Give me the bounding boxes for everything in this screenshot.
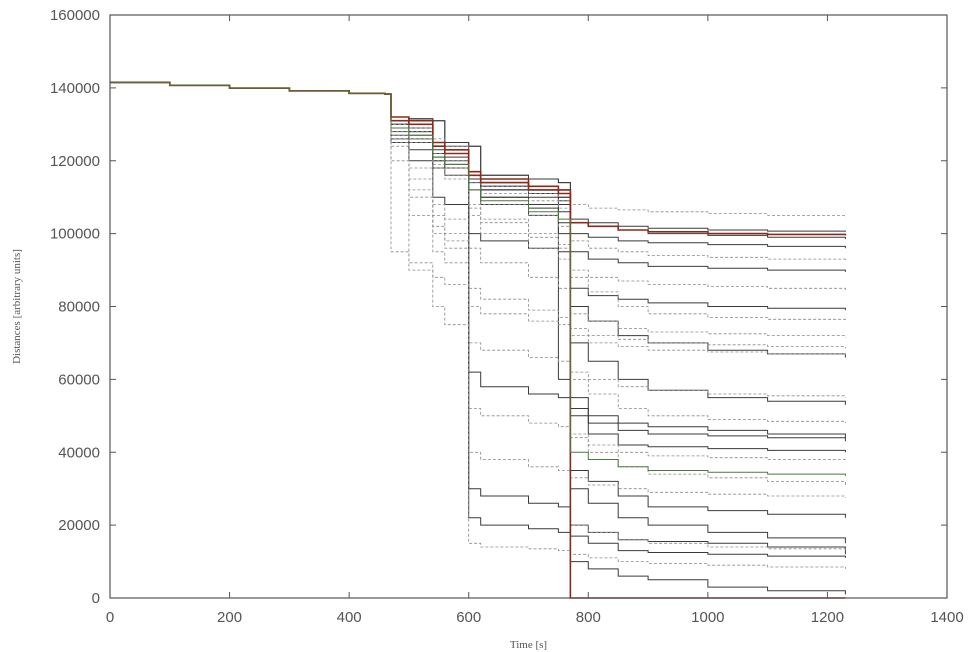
series-line-27 bbox=[110, 82, 846, 551]
x-tick-label: 0 bbox=[106, 609, 114, 626]
x-tick-label: 400 bbox=[337, 609, 362, 626]
y-tick-label: 60000 bbox=[58, 371, 100, 388]
series-line-3 bbox=[110, 81, 846, 453]
series-line-1 bbox=[110, 81, 846, 232]
x-tick-label: 200 bbox=[217, 609, 242, 626]
series-line-6 bbox=[110, 81, 846, 358]
series-line-12 bbox=[110, 81, 846, 442]
series-line-26 bbox=[110, 82, 846, 569]
series-line-19 bbox=[110, 82, 846, 218]
series-line-13 bbox=[110, 81, 846, 558]
y-axis-label: Distances [arbitrary units] bbox=[11, 249, 23, 364]
series-line-15 bbox=[110, 81, 846, 544]
series-line-18 bbox=[110, 82, 846, 356]
series-line-10 bbox=[110, 81, 846, 249]
series-line-22 bbox=[110, 82, 846, 485]
series-line-32 bbox=[110, 81, 846, 599]
x-tick-label: 1400 bbox=[930, 609, 963, 626]
x-tick-label: 1200 bbox=[811, 609, 844, 626]
series-line-7 bbox=[110, 81, 846, 438]
series-line-31 bbox=[110, 81, 847, 236]
series-line-29 bbox=[110, 82, 846, 462]
y-tick-label: 100000 bbox=[50, 226, 100, 243]
series-line-30 bbox=[110, 82, 846, 322]
series-line-33 bbox=[110, 81, 846, 476]
x-tick-label: 800 bbox=[576, 609, 601, 626]
y-tick-label: 40000 bbox=[58, 444, 100, 461]
y-tick-label: 140000 bbox=[50, 80, 100, 97]
series-line-2 bbox=[110, 81, 846, 599]
x-tick-label: 1000 bbox=[691, 609, 724, 626]
x-tick-label: 600 bbox=[456, 609, 481, 626]
y-tick-label: 160000 bbox=[50, 7, 100, 24]
ticks-layer: 0 200 400 600 800 1000 1200 1400 0 20000 40000 6000… bbox=[50, 7, 964, 626]
series-line-11 bbox=[110, 81, 846, 311]
x-axis-label: Time [s] bbox=[510, 639, 547, 651]
series-line-5 bbox=[110, 81, 846, 272]
series-line-25 bbox=[110, 82, 846, 291]
y-tick-label: 20000 bbox=[58, 517, 100, 534]
y-tick-label: 0 bbox=[92, 590, 100, 607]
series-line-24 bbox=[110, 82, 846, 338]
y-tick-label: 120000 bbox=[50, 153, 100, 170]
series-line-4 bbox=[110, 81, 846, 555]
series-line-14 bbox=[110, 81, 846, 405]
y-tick-label: 80000 bbox=[58, 299, 100, 316]
series-layer bbox=[110, 81, 847, 599]
